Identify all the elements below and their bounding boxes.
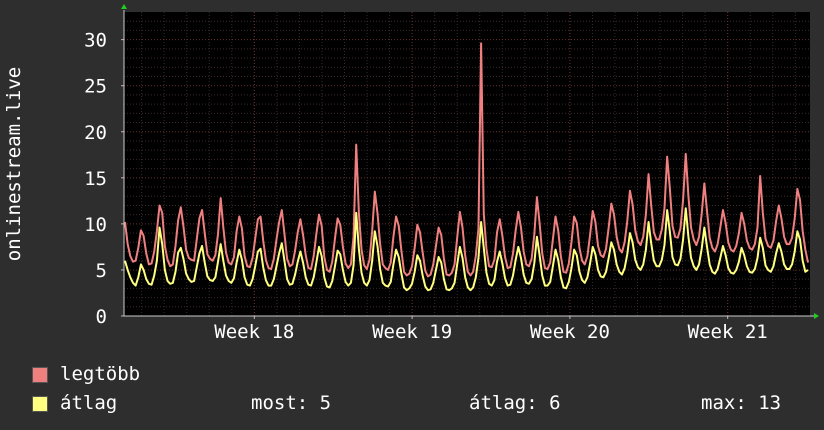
y-tick-label: 0 <box>96 306 107 328</box>
y-axis-label: onlinestream.live <box>3 67 25 261</box>
y-tick-label: 5 <box>96 260 107 282</box>
y-tick-label: 20 <box>84 122 107 144</box>
axis-layer: 0 5 10 15 20 25 30 Week 18 Week 19 Week 20 Week 21 <box>84 4 819 343</box>
stat-current: most: 5 <box>251 392 332 414</box>
legend-avg-swatch <box>32 395 48 412</box>
y-tick-label: 15 <box>84 168 107 190</box>
y-tick-label: 30 <box>84 30 107 52</box>
x-axis-arrow <box>814 313 819 319</box>
legend-max: legtöbb <box>32 363 140 385</box>
legend-avg: átlag <box>32 392 117 414</box>
x-tick-label: Week 19 <box>372 321 452 343</box>
series-line-avg <box>124 207 809 292</box>
legend-max-swatch <box>32 366 48 383</box>
stat-average: átlag: 6 <box>469 392 561 414</box>
stat-maximum: max: 13 <box>701 392 782 414</box>
x-tick-label: Week 20 <box>530 321 610 343</box>
y-tick-label: 10 <box>84 214 107 236</box>
grid-layer <box>124 12 810 316</box>
x-tick-label: Week 21 <box>688 321 768 343</box>
x-tick-label: Week 18 <box>214 321 294 343</box>
y-axis-arrow <box>121 4 127 9</box>
series-line-max <box>124 42 809 278</box>
legend-avg-label: átlag <box>60 392 118 414</box>
y-tick-label: 25 <box>84 76 107 98</box>
series-layer <box>124 42 809 292</box>
legend-max-label: legtöbb <box>60 363 141 385</box>
